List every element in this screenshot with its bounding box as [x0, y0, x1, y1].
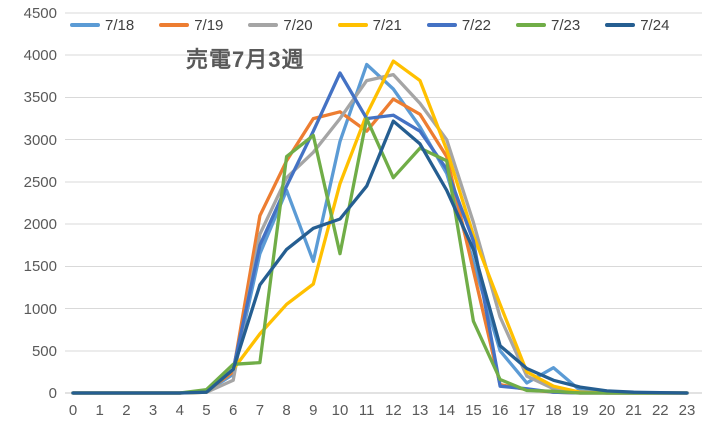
- x-tick-label: 8: [282, 402, 291, 419]
- legend-label: 7/24: [640, 16, 670, 34]
- legend-swatch-icon: [70, 22, 100, 28]
- legend-swatch-icon: [248, 22, 279, 28]
- y-tick-label: 3000: [23, 131, 57, 149]
- x-tick-label: 0: [68, 402, 78, 419]
- legend-item-7/21[interactable]: 7/21: [337, 16, 402, 34]
- x-tick-label: 23: [678, 402, 696, 419]
- legend-label: 7/18: [105, 16, 135, 34]
- x-tick-label: 7: [255, 402, 265, 419]
- x-tick-label: 2: [122, 402, 131, 419]
- x-tick-label: 14: [438, 402, 456, 419]
- x-tick-label: 1: [95, 402, 104, 419]
- x-tick-label: 19: [571, 402, 589, 419]
- y-tick-label: 1500: [23, 258, 57, 276]
- x-tick-label: 22: [651, 402, 669, 419]
- legend-item-7/24[interactable]: 7/24: [605, 18, 669, 33]
- x-tick-label: 9: [309, 402, 318, 419]
- legend-label: 7/22: [461, 16, 492, 34]
- y-tick-label: 4000: [23, 47, 57, 65]
- y-tick-label: 0: [48, 385, 57, 402]
- chart-legend: 7/18 7/19 7/20 7/21 7/22 7/23 7/24: [70, 16, 669, 34]
- y-tick-label: 2500: [23, 173, 57, 191]
- x-tick-label: 17: [518, 402, 536, 419]
- x-tick-label: 5: [202, 402, 211, 419]
- y-tick-label: 500: [31, 342, 57, 360]
- x-tick-label: 13: [411, 402, 429, 419]
- series-line-7/24[interactable]: [71, 119, 689, 395]
- legend-swatch-icon: [337, 22, 368, 28]
- x-tick-label: 18: [545, 402, 562, 419]
- x-tick-label: 20: [598, 402, 616, 419]
- series-line-7/21[interactable]: [71, 59, 689, 395]
- chart-title[interactable]: 売電7月3週: [186, 47, 305, 72]
- legend-item-7/18[interactable]: 7/18: [70, 18, 134, 33]
- legend-swatch-icon: [605, 22, 636, 28]
- y-tick-label: 1000: [23, 300, 57, 318]
- legend-label: 7/21: [372, 16, 402, 34]
- x-tick-label: 16: [491, 402, 509, 419]
- legend-swatch-icon: [516, 22, 547, 28]
- legend-swatch-icon: [426, 22, 457, 28]
- x-tick-label: 10: [331, 402, 349, 419]
- legend-label: 7/19: [194, 16, 224, 34]
- legend-item-7/22[interactable]: 7/22: [426, 16, 492, 34]
- series-line-7/23[interactable]: [71, 116, 689, 395]
- legend-item-7/19[interactable]: 7/19: [159, 18, 223, 33]
- series-line-7/20[interactable]: [71, 72, 689, 395]
- x-tick-label: 6: [229, 402, 238, 419]
- x-tick-label: 15: [465, 402, 482, 419]
- y-tick-label: 3500: [23, 89, 57, 107]
- x-tick-label: 12: [385, 402, 402, 419]
- y-tick-label: 2000: [23, 216, 57, 234]
- series-line-7/19[interactable]: [71, 97, 689, 395]
- x-tick-label: 3: [148, 402, 158, 419]
- legend-item-7/23[interactable]: 7/23: [516, 18, 580, 33]
- legend-label: 7/23: [551, 16, 581, 34]
- x-tick-label: 11: [358, 402, 375, 419]
- legend-item-7/20[interactable]: 7/20: [248, 16, 313, 34]
- y-tick-label: 4500: [23, 5, 57, 22]
- legend-label: 7/20: [283, 16, 313, 34]
- series-line-7/22[interactable]: [71, 71, 689, 395]
- x-tick-label: 21: [625, 402, 642, 419]
- x-tick-label: 4: [175, 402, 184, 419]
- legend-swatch-icon: [159, 22, 190, 28]
